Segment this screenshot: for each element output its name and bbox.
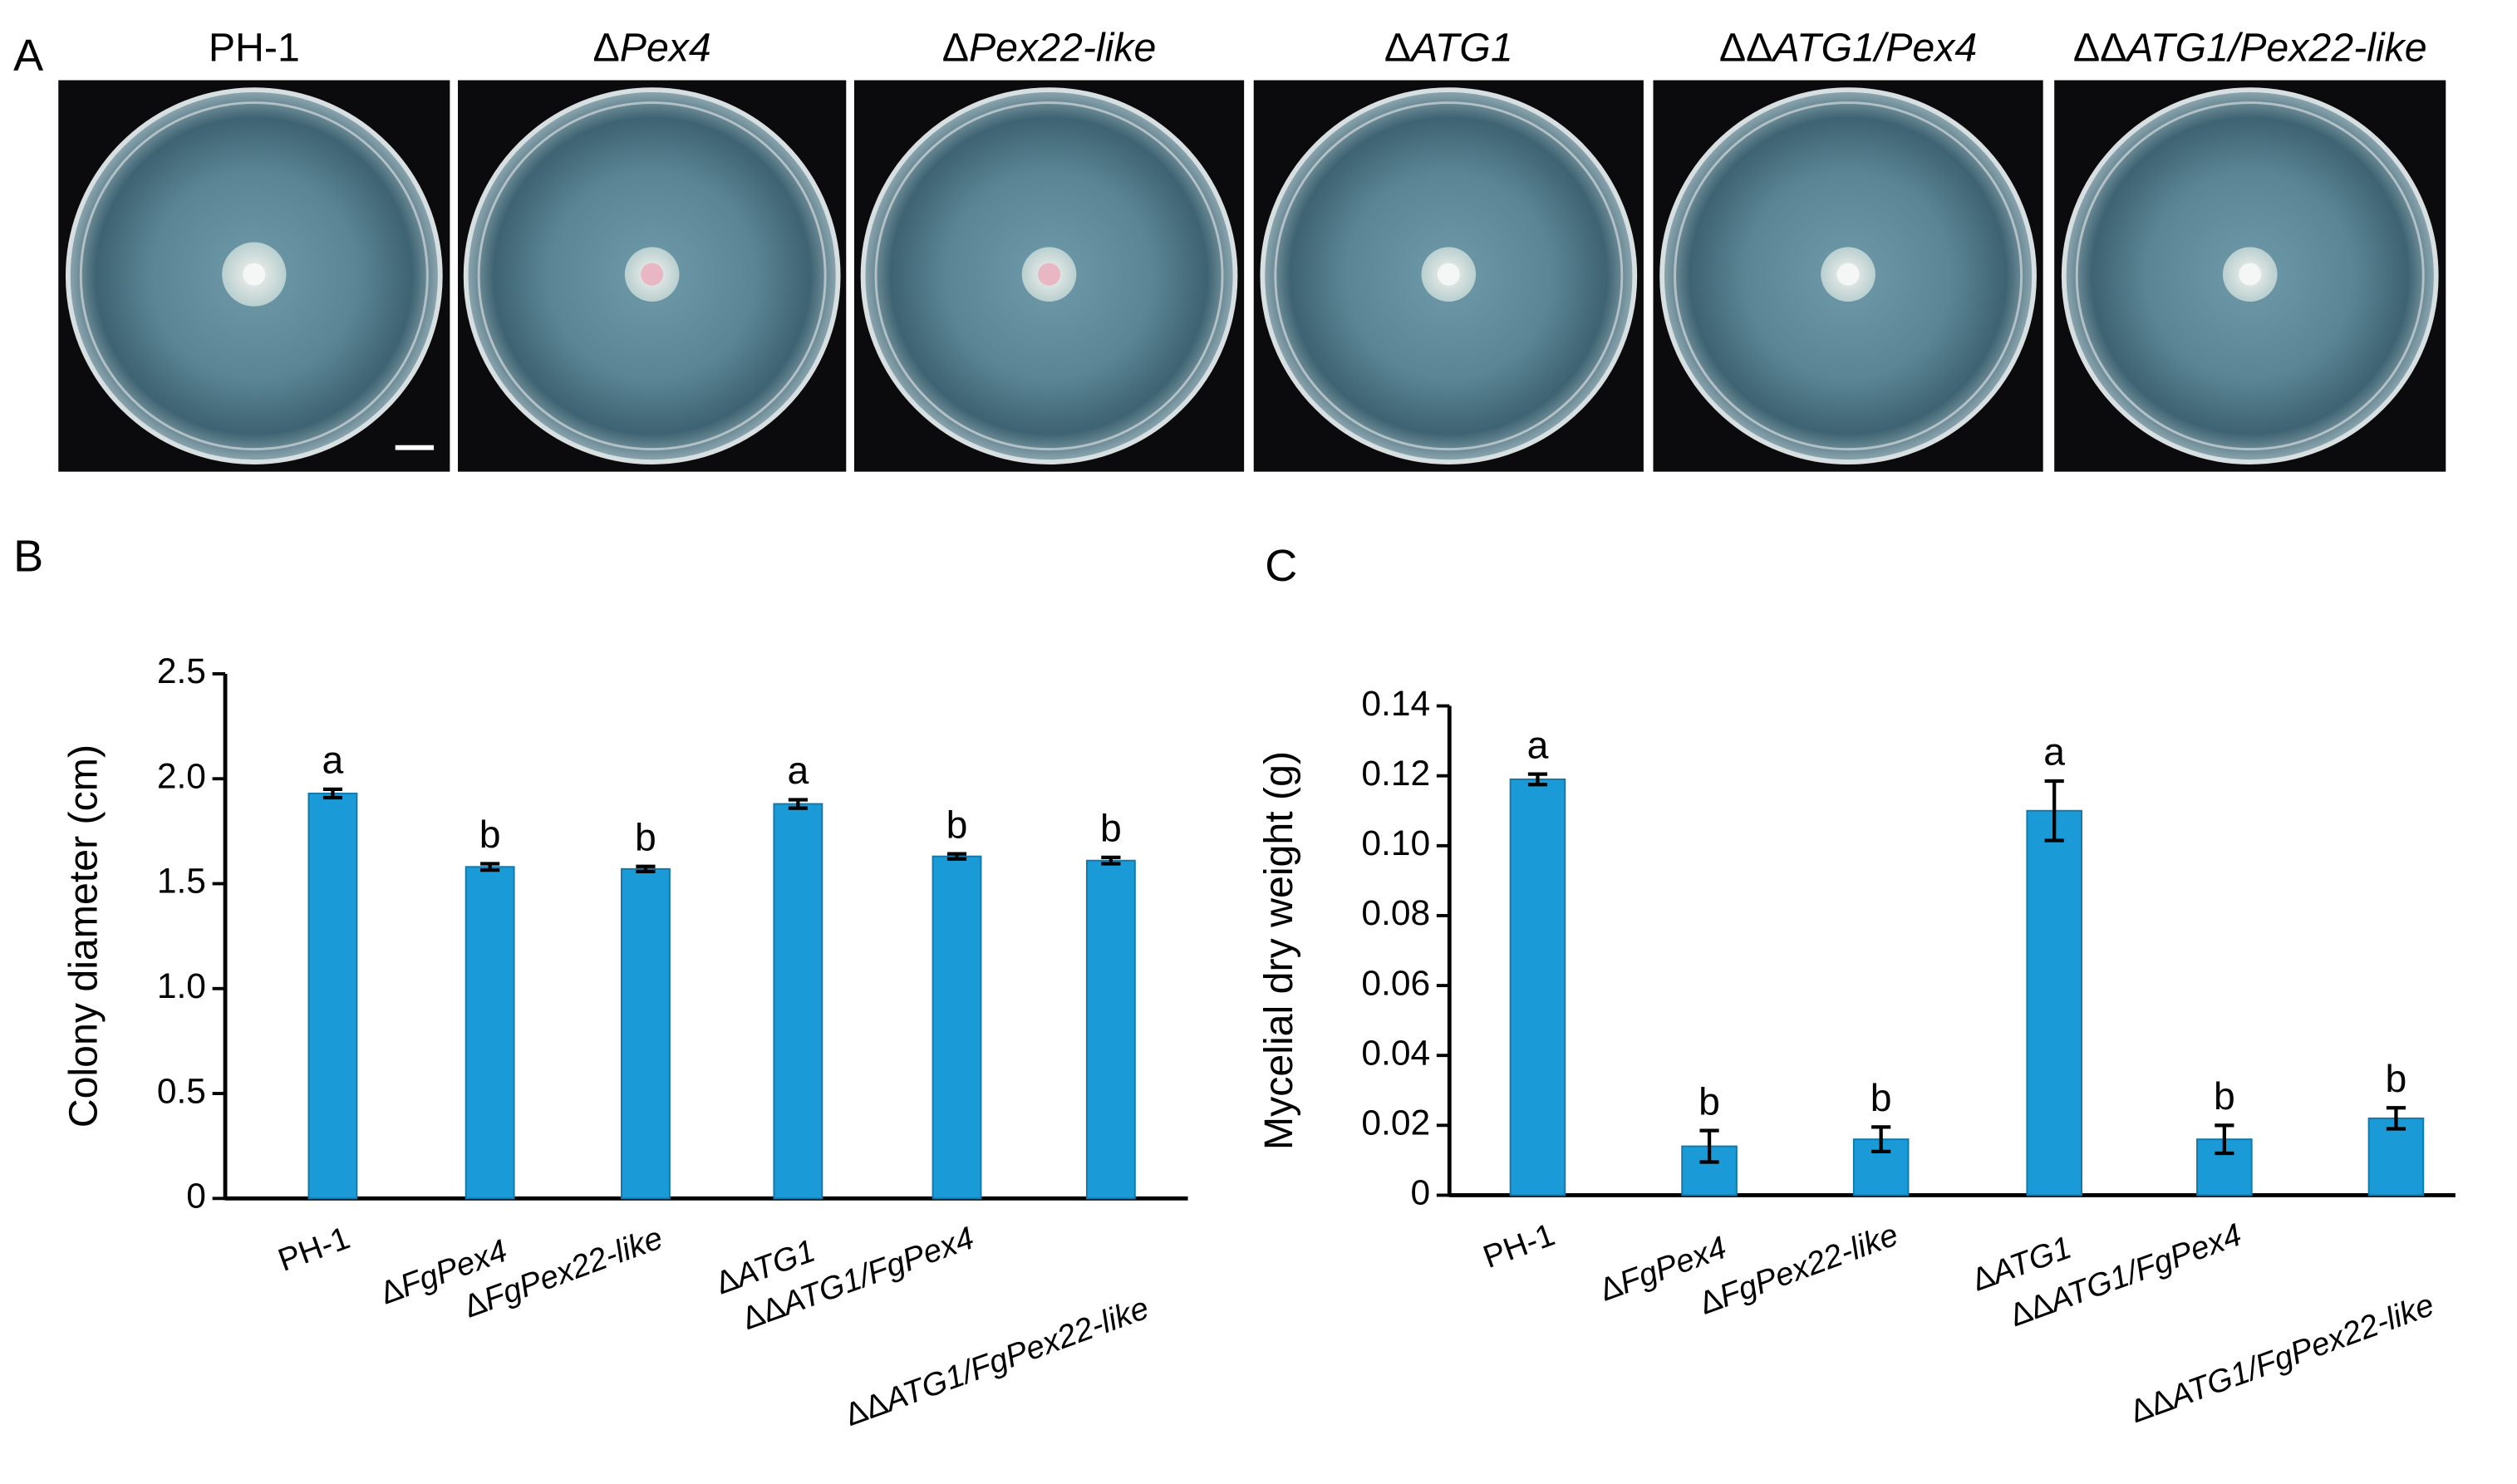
petri-rim <box>2075 101 2425 451</box>
bar <box>1509 778 1566 1197</box>
error-bar <box>480 862 500 872</box>
y-tick-label: 0.02 <box>1361 1103 1430 1142</box>
panel-label: A <box>13 31 43 81</box>
y-tick-label: 0.08 <box>1361 893 1430 932</box>
y-tick-label: 2.5 <box>157 651 206 690</box>
colony-center <box>1038 263 1061 286</box>
x-tick-label: ΔΔATG1/FgPex22-like <box>2126 1287 2439 1430</box>
error-bar <box>1871 1125 1891 1153</box>
petri-rim <box>1674 101 2023 451</box>
y-tick-label: 0.04 <box>1361 1033 1430 1072</box>
error-bar <box>2215 1123 2234 1156</box>
x-tick-label: ΔΔATG1/FgPex22-like <box>840 1290 1153 1433</box>
significance-letter: a <box>2043 730 2065 774</box>
bar <box>1085 859 1136 1200</box>
y-tick-label: 0.06 <box>1361 963 1430 1002</box>
significance-letter: a <box>787 749 809 792</box>
y-tick-label: 1.0 <box>157 966 206 1005</box>
y-axis-label: Mycelial dry weight (g) <box>1256 751 1301 1150</box>
petri-rim <box>1274 101 1624 451</box>
significance-letter: b <box>1871 1076 1892 1119</box>
significance-letter: b <box>2386 1057 2407 1100</box>
bar <box>2026 809 2082 1197</box>
plate-label: ΔPex4 <box>593 25 711 70</box>
y-tick-label: 0.5 <box>157 1071 206 1110</box>
error-bar <box>636 864 656 873</box>
colony-center <box>243 263 266 286</box>
error-bar <box>322 787 343 800</box>
plate-label: PH-1 <box>209 25 300 70</box>
significance-letter: b <box>1698 1079 1720 1123</box>
y-tick-label: 0.14 <box>1361 684 1430 723</box>
y-tick-label: 2.0 <box>157 756 206 795</box>
bar <box>932 855 982 1200</box>
error-bar <box>1699 1128 1719 1164</box>
plate-label: ΔΔATG1/Pex22-like <box>2073 25 2427 70</box>
petri-rim <box>874 101 1224 451</box>
bar <box>465 866 515 1200</box>
y-tick-label: 0 <box>1410 1173 1430 1212</box>
error-bar <box>946 852 967 861</box>
colony-center <box>641 263 664 286</box>
significance-letter: b <box>1100 807 1122 850</box>
error-bar <box>1101 855 1121 866</box>
y-tick-label: 0 <box>186 1177 206 1216</box>
colony-center <box>2239 263 2262 286</box>
significance-letter: b <box>2214 1074 2235 1118</box>
error-bar <box>2386 1106 2406 1131</box>
y-tick-label: 0.10 <box>1361 823 1430 862</box>
significance-letter: b <box>479 813 501 856</box>
petri-rim <box>79 101 429 451</box>
significance-letter: b <box>946 803 968 846</box>
petri-rim <box>477 101 827 451</box>
colony-center <box>1836 263 1860 286</box>
x-tick-label: PH-1 <box>1478 1216 1559 1275</box>
error-bar <box>1527 772 1548 787</box>
y-tick-label: 1.5 <box>157 862 206 901</box>
bar <box>621 867 671 1200</box>
plate-label: ΔPex22-like <box>942 25 1157 70</box>
x-tick-label: PH-1 <box>273 1220 354 1278</box>
x-tick-label: ΔFgPex22-like <box>1694 1216 1903 1321</box>
plate-label: ΔATG1 <box>1384 25 1513 70</box>
colony-center <box>1437 263 1460 286</box>
panel-label: B <box>13 531 43 581</box>
error-bar <box>2044 779 2064 843</box>
significance-letter: a <box>322 739 344 782</box>
y-axis-label: Colony diameter (cm) <box>61 744 106 1128</box>
significance-letter: b <box>635 815 656 858</box>
bar <box>2367 1117 2425 1197</box>
bar <box>773 803 823 1200</box>
error-bar <box>788 798 808 810</box>
bar <box>307 792 358 1200</box>
panel-label: C <box>1265 541 1297 591</box>
significance-letter: a <box>1527 723 1549 766</box>
plate-label: ΔΔATG1/Pex4 <box>1719 25 1977 70</box>
y-tick-label: 0.12 <box>1361 754 1430 793</box>
